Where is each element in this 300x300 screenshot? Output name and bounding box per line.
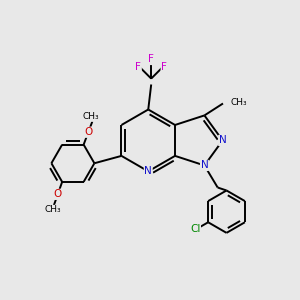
Text: CH₃: CH₃ <box>44 206 61 214</box>
Text: N: N <box>219 135 226 146</box>
Text: N: N <box>201 160 208 170</box>
Text: Cl: Cl <box>190 224 200 234</box>
Text: CH₃: CH₃ <box>230 98 247 106</box>
Text: O: O <box>54 189 62 200</box>
Text: O: O <box>84 127 92 137</box>
Text: N: N <box>144 166 152 176</box>
Text: F: F <box>148 55 154 64</box>
Text: F: F <box>161 62 167 72</box>
Text: CH₃: CH₃ <box>82 112 99 121</box>
Text: F: F <box>135 62 141 72</box>
